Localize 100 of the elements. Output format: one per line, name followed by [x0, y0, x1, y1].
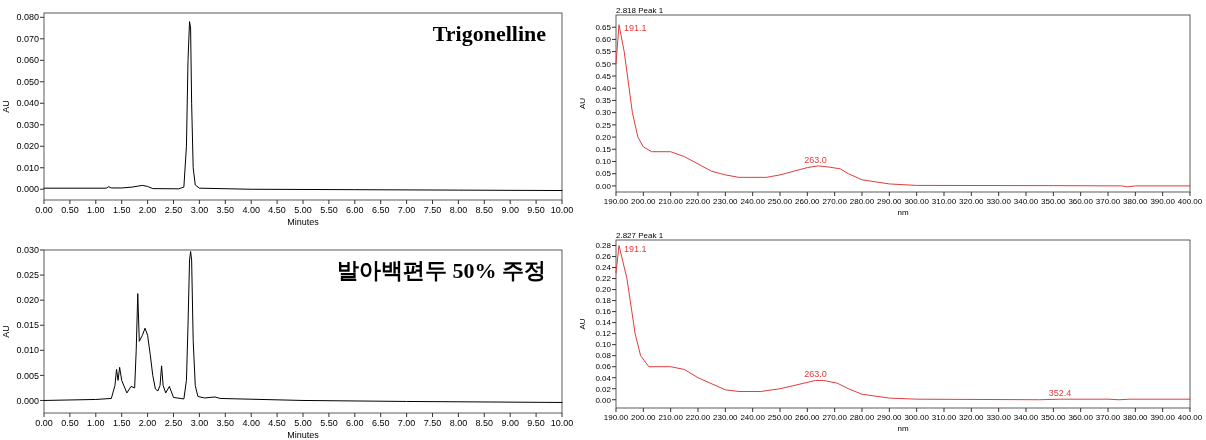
annotation: 352.4 — [1048, 388, 1072, 399]
x-tick-label: 1.50 — [112, 205, 131, 215]
x-tick-label: 4.00 — [242, 418, 260, 428]
x-tick-label: 320.00 — [959, 413, 985, 422]
x-tick-label: 390.00 — [1150, 197, 1176, 206]
x-tick-label: 270.00 — [822, 413, 848, 422]
y-tick-label: 0.55 — [595, 47, 612, 57]
x-tick-label: 320.00 — [959, 197, 985, 206]
y-tick-label: 0.05 — [595, 169, 612, 179]
x-tick-label: 8.50 — [475, 205, 494, 215]
y-tick-label: 0.020 — [16, 295, 39, 306]
y-tick-label: 0.00 — [595, 395, 612, 405]
x-tick-label: 0.50 — [61, 205, 79, 215]
x-tick-label: 280.00 — [849, 413, 875, 422]
x-tick-label: 370.00 — [1095, 413, 1121, 422]
annotation: 263.0 — [804, 154, 827, 165]
y-tick-label: 0.000 — [16, 395, 39, 406]
x-axis-title: Minutes — [287, 216, 320, 227]
y-axis-title: AU — [0, 325, 11, 338]
y-tick-label: 0.010 — [16, 345, 39, 356]
x-tick-label: 220.00 — [685, 413, 711, 422]
x-tick-label: 230.00 — [713, 413, 739, 422]
x-tick-label: 6.50 — [371, 418, 390, 428]
x-tick-label: 0.50 — [61, 418, 79, 428]
x-tick-label: 250.00 — [767, 197, 793, 206]
x-tick-label: 10.00 — [550, 205, 574, 215]
x-tick-label: 7.00 — [397, 205, 416, 215]
x-tick-label: 8.00 — [449, 418, 468, 428]
x-tick-label: 370.00 — [1095, 197, 1121, 206]
x-tick-label: 5.50 — [320, 205, 338, 215]
x-tick-label: 340.00 — [1013, 413, 1039, 422]
x-tick-label: 0.00 — [35, 418, 53, 428]
y-tick-label: 0.26 — [595, 252, 612, 262]
y-tick-label: 0.20 — [595, 285, 612, 295]
y-tick-label: 0.20 — [595, 132, 612, 142]
annotation: 263.0 — [804, 369, 827, 380]
x-tick-label: 10.00 — [550, 418, 574, 428]
x-tick-label: 230.00 — [713, 197, 739, 206]
x-tick-label: 240.00 — [740, 413, 766, 422]
x-tick-label: 190.00 — [603, 197, 629, 206]
y-axis-title: AU — [0, 100, 11, 113]
y-tick-label: 0.30 — [595, 108, 612, 118]
x-tick-label: 2.50 — [164, 418, 183, 428]
x-tick-label: 2.50 — [164, 205, 183, 215]
x-axis-title: nm — [897, 423, 909, 433]
y-tick-label: 0.04 — [595, 373, 612, 383]
x-tick-label: 240.00 — [740, 197, 766, 206]
x-tick-label: 400.00 — [1177, 413, 1203, 422]
line-series — [615, 24, 1191, 188]
x-tick-label: 3.00 — [190, 205, 209, 215]
x-tick-label: 340.00 — [1013, 197, 1039, 206]
x-tick-label: 360.00 — [1068, 197, 1094, 206]
y-tick-label: 0.040 — [16, 98, 39, 109]
y-tick-label: 0.000 — [16, 184, 39, 195]
y-tick-label: 0.60 — [595, 35, 612, 45]
x-tick-label: 290.00 — [877, 413, 903, 422]
line-series — [43, 21, 563, 192]
y-tick-label: 0.020 — [16, 141, 39, 152]
y-tick-label: 0.35 — [595, 96, 612, 106]
x-tick-label: 360.00 — [1068, 413, 1094, 422]
y-tick-label: 0.50 — [595, 59, 612, 69]
x-tick-label: 280.00 — [849, 197, 875, 206]
y-tick-label: 0.28 — [595, 241, 612, 251]
annotation: 191.1 — [624, 22, 647, 33]
x-tick-label: 270.00 — [822, 197, 848, 206]
x-tick-label: 300.00 — [904, 413, 930, 422]
x-tick-label: 330.00 — [986, 413, 1012, 422]
x-tick-label: 5.00 — [294, 418, 312, 428]
x-tick-label: 260.00 — [795, 197, 821, 206]
x-tick-label: 5.00 — [294, 205, 312, 215]
x-tick-label: 1.00 — [87, 205, 105, 215]
x-tick-label: 6.00 — [346, 205, 364, 215]
y-tick-label: 0.050 — [16, 76, 39, 87]
x-tick-label: 6.50 — [371, 205, 390, 215]
x-tick-label: 260.00 — [795, 413, 821, 422]
x-axis-title: nm — [897, 207, 909, 217]
y-tick-label: 0.14 — [595, 318, 612, 328]
y-axis-title: AU — [577, 97, 587, 110]
y-tick-label: 0.18 — [595, 296, 612, 306]
x-tick-label: 290.00 — [877, 197, 903, 206]
x-tick-label: 310.00 — [931, 197, 957, 206]
x-tick-label: 9.00 — [501, 205, 519, 215]
x-tick-label: 250.00 — [767, 413, 793, 422]
x-tick-label: 310.00 — [931, 413, 957, 422]
y-tick-label: 0.40 — [595, 84, 612, 94]
y-tick-label: 0.02 — [595, 384, 612, 394]
x-tick-label: 300.00 — [904, 197, 930, 206]
x-tick-label: 2.00 — [138, 418, 157, 428]
x-tick-label: 9.50 — [527, 418, 545, 428]
y-tick-label: 0.00 — [595, 181, 612, 191]
y-tick-label: 0.025 — [16, 270, 39, 281]
y-tick-label: 0.12 — [595, 329, 612, 339]
chart-title: 2.818 Peak 1 — [616, 6, 664, 15]
x-tick-label: 220.00 — [685, 197, 711, 206]
annotation: 191.1 — [624, 243, 647, 254]
x-tick-label: 350.00 — [1041, 413, 1067, 422]
x-tick-label: 4.50 — [268, 418, 286, 428]
y-tick-label: 0.010 — [16, 162, 39, 173]
y-tick-label: 0.25 — [595, 120, 612, 130]
x-tick-label: 0.00 — [35, 205, 53, 215]
